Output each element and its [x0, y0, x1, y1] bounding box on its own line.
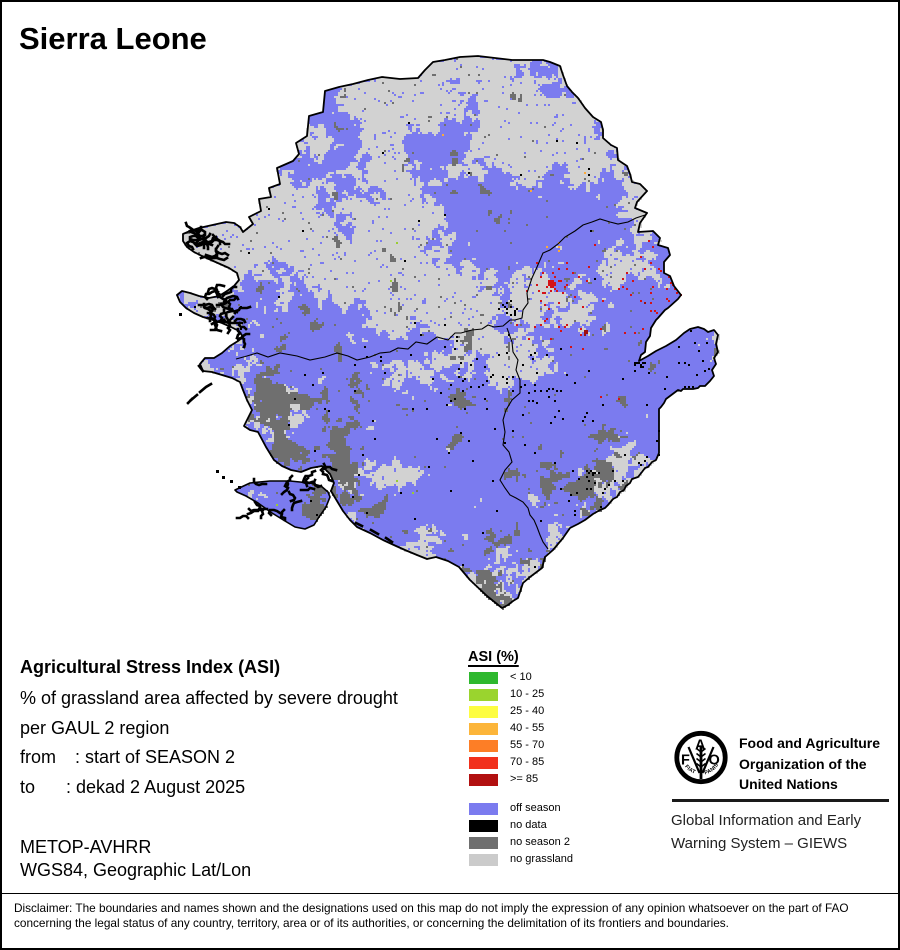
svg-text:F: F — [681, 753, 690, 769]
svg-text:A: A — [695, 738, 706, 754]
svg-text:O: O — [709, 753, 720, 769]
